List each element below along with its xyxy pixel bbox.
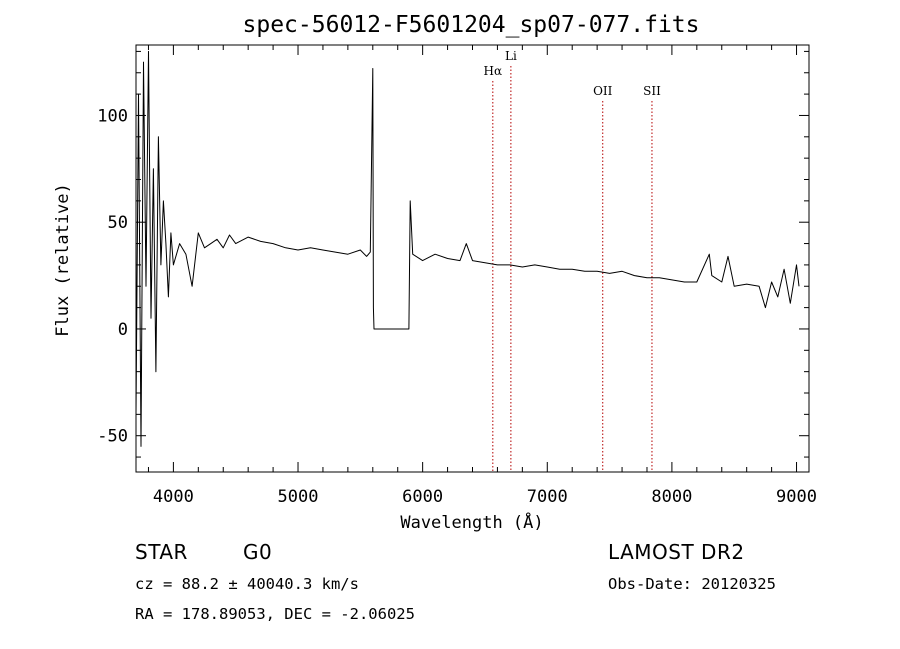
spectrum-line-0 bbox=[135, 50, 800, 447]
series-group bbox=[135, 50, 800, 447]
x-tick-label: 8000 bbox=[651, 487, 692, 507]
x-axis-label: Wavelength (Å) bbox=[400, 511, 543, 533]
chart-title: spec-56012-F5601204_sp07-077.fits bbox=[243, 12, 700, 38]
coordinates: RA = 178.89053, DEC = -2.06025 bbox=[135, 605, 415, 623]
y-axis: -50 0 50 100 bbox=[97, 50, 809, 458]
survey-name: LAMOST DR2 bbox=[608, 540, 745, 564]
x-tick-label: 9000 bbox=[776, 487, 817, 507]
object-type: STAR bbox=[135, 540, 188, 564]
x-tick-label: 7000 bbox=[527, 487, 568, 507]
x-tick-label: 5000 bbox=[278, 487, 319, 507]
line-marker-label: Hα bbox=[484, 64, 503, 78]
redshift-cz: cz = 88.2 ± 40040.3 km/s bbox=[135, 575, 359, 593]
y-tick-label: 100 bbox=[97, 106, 128, 126]
x-tick-label: 6000 bbox=[402, 487, 443, 507]
x-tick-label: 4000 bbox=[153, 487, 194, 507]
line-marker-label: OII bbox=[593, 84, 613, 98]
y-tick-label: -50 bbox=[97, 427, 128, 447]
line-marker-label: SII bbox=[643, 84, 661, 98]
y-tick-label: 0 bbox=[118, 320, 128, 340]
line-marker-label: Li bbox=[505, 49, 517, 63]
observation-date: Obs-Date: 20120325 bbox=[608, 575, 776, 593]
plot-frame bbox=[135, 44, 810, 473]
object-subclass: G0 bbox=[243, 540, 272, 564]
y-tick-label: 50 bbox=[108, 213, 128, 233]
x-axis: 4000 5000 6000 7000 8000 9000 bbox=[147, 45, 817, 507]
y-axis-label: Flux (relative) bbox=[53, 183, 73, 337]
